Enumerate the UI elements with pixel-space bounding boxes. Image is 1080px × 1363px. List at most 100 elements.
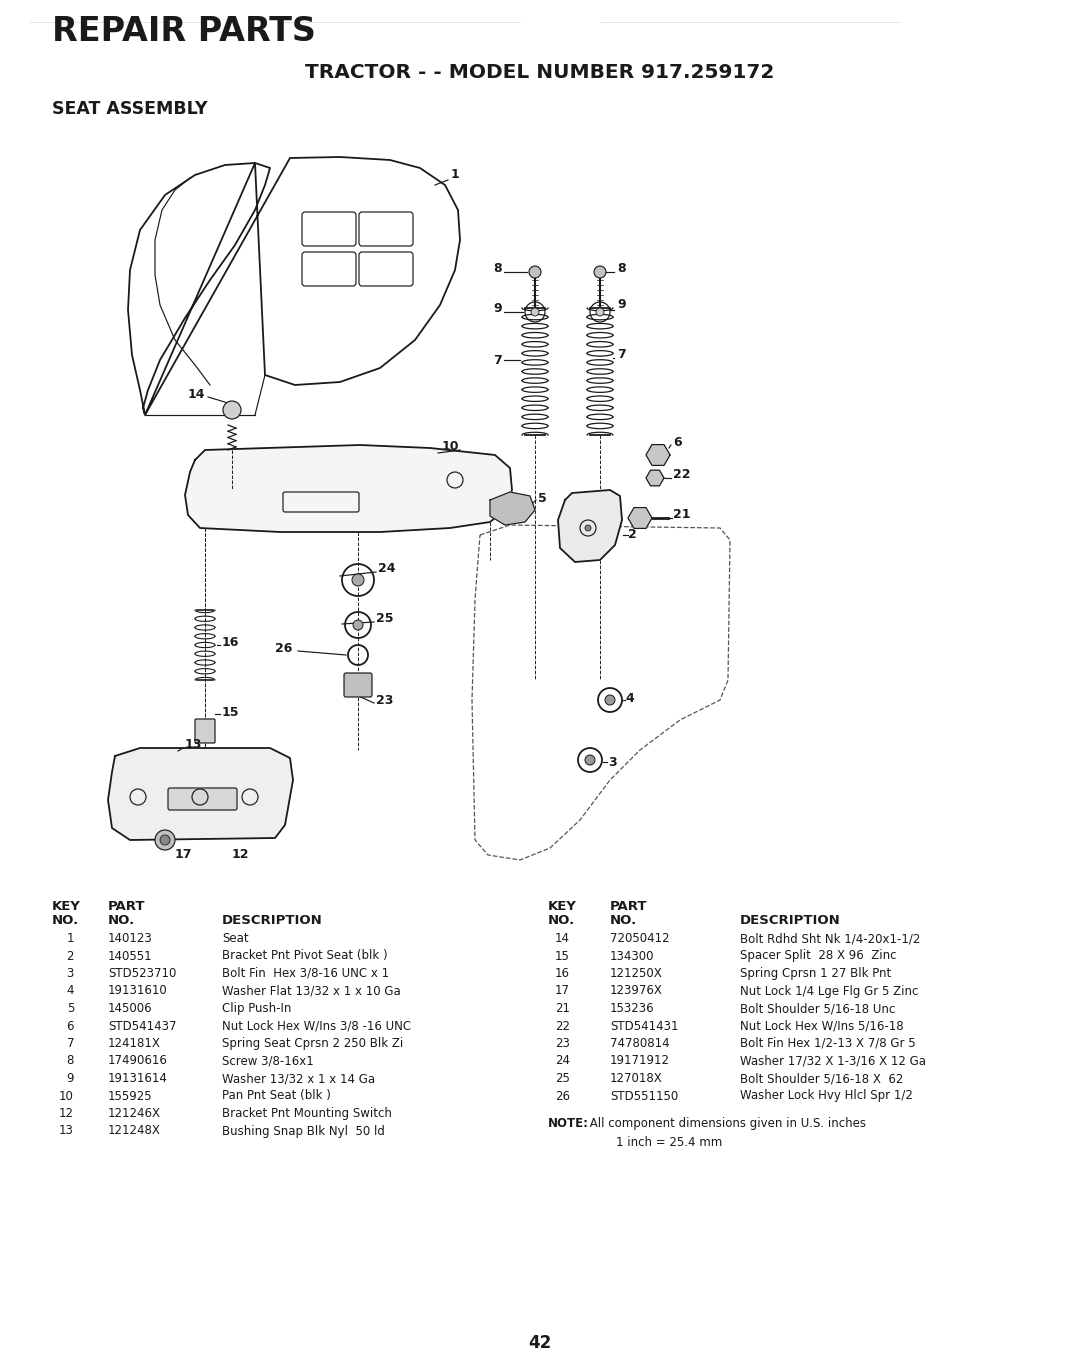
Text: Washer Lock Hvy Hlcl Spr 1/2: Washer Lock Hvy Hlcl Spr 1/2 (740, 1089, 913, 1103)
Text: Washer 13/32 x 1 x 14 Ga: Washer 13/32 x 1 x 14 Ga (222, 1073, 375, 1085)
Text: 72050412: 72050412 (610, 932, 670, 945)
Text: 26: 26 (275, 642, 293, 654)
Text: 8: 8 (494, 262, 502, 274)
Text: 4: 4 (67, 984, 75, 998)
Text: 10: 10 (59, 1089, 75, 1103)
Text: 19131610: 19131610 (108, 984, 167, 998)
Text: 9: 9 (494, 301, 502, 315)
Text: Nut Lock Hex W/Ins 5/16-18: Nut Lock Hex W/Ins 5/16-18 (740, 1020, 904, 1033)
Text: 74780814: 74780814 (610, 1037, 670, 1050)
Text: 5: 5 (538, 492, 546, 504)
Circle shape (156, 830, 175, 851)
Circle shape (594, 266, 606, 278)
Text: 7: 7 (494, 353, 502, 367)
Text: 16: 16 (222, 635, 240, 649)
Circle shape (585, 525, 591, 532)
Text: 15: 15 (222, 706, 240, 718)
Text: NOTE:: NOTE: (548, 1118, 589, 1130)
Text: STD523710: STD523710 (108, 966, 176, 980)
Text: 17490616: 17490616 (108, 1055, 167, 1067)
FancyBboxPatch shape (168, 788, 237, 810)
Text: Washer Flat 13/32 x 1 x 10 Ga: Washer Flat 13/32 x 1 x 10 Ga (222, 984, 401, 998)
Text: STD541437: STD541437 (108, 1020, 176, 1033)
Text: 3: 3 (608, 755, 617, 769)
Text: Bracket Pnt Mounting Switch: Bracket Pnt Mounting Switch (222, 1107, 392, 1120)
Text: Screw 3/8-16x1: Screw 3/8-16x1 (222, 1055, 314, 1067)
Polygon shape (490, 492, 535, 525)
Polygon shape (558, 491, 622, 562)
Circle shape (585, 755, 595, 765)
Text: 24: 24 (555, 1055, 570, 1067)
Text: NO.: NO. (108, 915, 135, 927)
Text: 23: 23 (376, 694, 393, 706)
Text: Bolt Fin Hex 1/2-13 X 7/8 Gr 5: Bolt Fin Hex 1/2-13 X 7/8 Gr 5 (740, 1037, 916, 1050)
Text: 5: 5 (67, 1002, 75, 1015)
Text: 121248X: 121248X (108, 1124, 161, 1138)
Text: 2: 2 (627, 529, 637, 541)
Text: NO.: NO. (52, 915, 79, 927)
Text: Bolt Shoulder 5/16-18 Unc: Bolt Shoulder 5/16-18 Unc (740, 1002, 895, 1015)
Text: 23: 23 (555, 1037, 570, 1050)
Text: 8: 8 (617, 262, 625, 274)
Text: 134300: 134300 (610, 950, 654, 962)
Text: 15: 15 (555, 950, 570, 962)
Text: Bolt Rdhd Sht Nk 1/4-20x1-1/2: Bolt Rdhd Sht Nk 1/4-20x1-1/2 (740, 932, 920, 945)
Text: Bolt Shoulder 5/16-18 X  62: Bolt Shoulder 5/16-18 X 62 (740, 1073, 903, 1085)
FancyBboxPatch shape (345, 673, 372, 696)
Text: 25: 25 (376, 612, 393, 624)
Circle shape (531, 308, 539, 316)
Text: 17: 17 (175, 849, 192, 861)
Text: 6: 6 (673, 436, 681, 448)
Text: 22: 22 (555, 1020, 570, 1033)
Text: 25: 25 (555, 1073, 570, 1085)
Text: 10: 10 (442, 440, 459, 454)
Text: 12: 12 (59, 1107, 75, 1120)
Text: 140123: 140123 (108, 932, 152, 945)
Circle shape (529, 266, 541, 278)
Text: 140551: 140551 (108, 950, 152, 962)
Polygon shape (646, 470, 664, 485)
Text: 14: 14 (555, 932, 570, 945)
Text: STD551150: STD551150 (610, 1089, 678, 1103)
Polygon shape (627, 507, 652, 529)
Text: Pan Pnt Seat (blk ): Pan Pnt Seat (blk ) (222, 1089, 330, 1103)
Text: 9: 9 (67, 1073, 75, 1085)
Text: Spacer Split  28 X 96  Zinc: Spacer Split 28 X 96 Zinc (740, 950, 896, 962)
Text: 155925: 155925 (108, 1089, 152, 1103)
Circle shape (353, 620, 363, 630)
Text: 17: 17 (555, 984, 570, 998)
Text: NO.: NO. (548, 915, 576, 927)
Text: 19131614: 19131614 (108, 1073, 167, 1085)
Text: Washer 17/32 X 1-3/16 X 12 Ga: Washer 17/32 X 1-3/16 X 12 Ga (740, 1055, 926, 1067)
Text: 13: 13 (59, 1124, 75, 1138)
Text: Seat: Seat (222, 932, 248, 945)
Circle shape (222, 401, 241, 418)
Text: 7: 7 (617, 349, 625, 361)
Polygon shape (108, 748, 293, 840)
Text: 26: 26 (555, 1089, 570, 1103)
Text: 121250X: 121250X (610, 966, 663, 980)
Text: 13: 13 (185, 739, 202, 751)
Text: 121246X: 121246X (108, 1107, 161, 1120)
Text: 19171912: 19171912 (610, 1055, 670, 1067)
Text: 127018X: 127018X (610, 1073, 663, 1085)
Text: 6: 6 (67, 1020, 75, 1033)
Circle shape (160, 836, 170, 845)
Text: KEY: KEY (548, 900, 577, 913)
Text: Spring Seat Cprsn 2 250 Blk Zi: Spring Seat Cprsn 2 250 Blk Zi (222, 1037, 403, 1050)
Text: REPAIR PARTS: REPAIR PARTS (52, 15, 315, 48)
Text: 123976X: 123976X (610, 984, 663, 998)
Text: All component dimensions given in U.S. inches
        1 inch = 25.4 mm: All component dimensions given in U.S. i… (586, 1118, 866, 1149)
Text: 14: 14 (188, 387, 205, 401)
Text: 7: 7 (67, 1037, 75, 1050)
Text: KEY: KEY (52, 900, 81, 913)
FancyBboxPatch shape (195, 720, 215, 743)
Text: 24: 24 (378, 562, 395, 574)
Text: 3: 3 (67, 966, 75, 980)
Text: 8: 8 (67, 1055, 75, 1067)
Circle shape (352, 574, 364, 586)
Text: 145006: 145006 (108, 1002, 152, 1015)
Text: Nut Lock 1/4 Lge Flg Gr 5 Zinc: Nut Lock 1/4 Lge Flg Gr 5 Zinc (740, 984, 918, 998)
Text: Bushing Snap Blk Nyl  50 ld: Bushing Snap Blk Nyl 50 ld (222, 1124, 384, 1138)
Text: 21: 21 (673, 508, 690, 522)
